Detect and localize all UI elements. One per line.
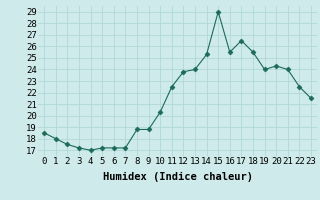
X-axis label: Humidex (Indice chaleur): Humidex (Indice chaleur): [103, 172, 252, 182]
